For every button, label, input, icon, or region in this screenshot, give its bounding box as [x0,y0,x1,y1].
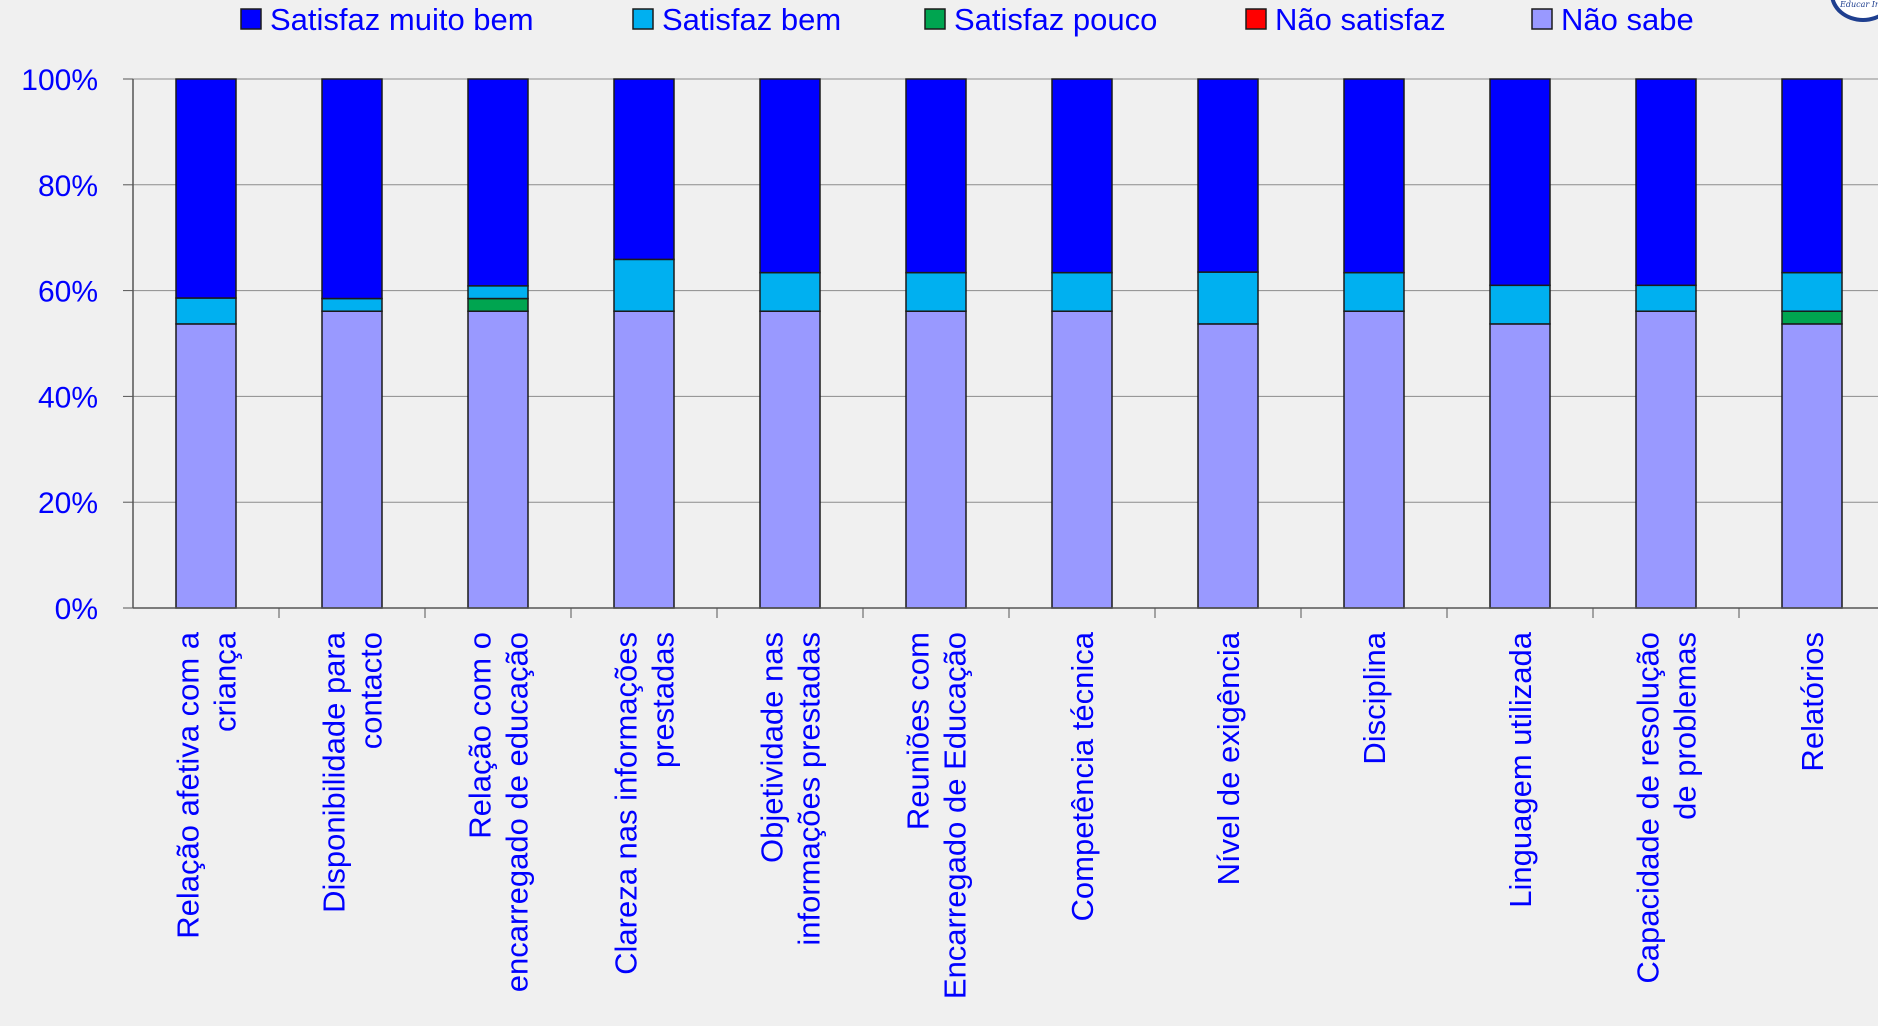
x-category-label: Competência técnica [1065,631,1100,921]
bar-segment-não-sabe [1051,310,1113,609]
x-category-labels: Relação afetiva com acriança Disponibilid… [171,631,1831,999]
bar-segment-satisfaz-bem [175,297,237,325]
x-category-label: Clareza nas informaçõesprestadas [609,632,681,975]
legend: Satisfaz muito bem Satisfaz bem Satisfaz p… [240,2,1694,37]
x-category-label: Capacidade de resoluçãode problemas [1631,632,1703,984]
bar-segment-satisfaz-muito-bem [175,78,237,299]
bar-segment-satisfaz-muito-bem [467,78,529,287]
bar-segment-satisfaz-muito-bem [1343,78,1405,274]
y-tick-label: 100% [21,64,98,97]
x-category-label: Disciplina [1357,631,1392,764]
y-tick-label: 60% [38,276,98,309]
bar-segment-não-sabe [321,310,383,609]
bar-segment-não-sabe [1489,323,1551,609]
bar-segment-satisfaz-bem [905,271,967,312]
y-tick-label: 0% [55,593,98,626]
legend-label: Satisfaz bem [662,2,841,37]
x-category-label: Reuniões comEncarregado de Educação [901,632,973,999]
axes [123,78,1878,618]
bar-segment-não-sabe [905,310,967,609]
bar-segment-satisfaz-muito-bem [613,78,675,261]
legend-label: Não sabe [1561,2,1694,37]
bar-segment-satisfaz-muito-bem [905,78,967,274]
legend-label: Não satisfaz [1275,2,1446,37]
bar-segment-satisfaz-muito-bem [1197,78,1259,273]
bar-segment-não-sabe [175,323,237,609]
bar-segment-satisfaz-bem [1635,284,1697,312]
legend-swatch [1531,8,1553,30]
bar-segment-satisfaz-bem [1051,271,1113,312]
bar-segment-satisfaz-bem [1197,271,1259,325]
bar-segment-satisfaz-muito-bem [1635,78,1697,287]
legend-swatch [1245,8,1267,30]
bar-segment-satisfaz-bem [1489,284,1551,325]
bar-segment-satisfaz-bem [467,285,529,300]
legend-label: Satisfaz muito bem [270,2,534,37]
bar-segment-não-sabe [1635,310,1697,609]
y-tick-label: 40% [38,381,98,414]
bar-segment-satisfaz-pouco [1781,310,1843,325]
bar-segment-satisfaz-bem [759,271,821,312]
x-category-label: Nível de exigência [1211,631,1246,885]
bar-segment-não-sabe [467,310,529,609]
legend-label: Satisfaz pouco [954,2,1157,37]
bar-segment-satisfaz-muito-bem [1051,78,1113,274]
y-tick-label: 80% [38,170,98,203]
bar-segment-satisfaz-bem [321,297,383,312]
bars [175,78,1843,609]
x-category-label: Disponibilidade paracontacto [317,631,389,913]
x-category-label: Linguagem utilizada [1503,631,1538,908]
bar-segment-satisfaz-muito-bem [1489,78,1551,287]
y-tick-label: 20% [38,487,98,520]
x-category-label: Relação com oencarregado de educação [463,632,535,992]
legend-swatch [240,8,262,30]
y-tick-labels: 0% 20% 40% 60% 80% 100% [21,64,98,626]
bar-segment-não-sabe [1781,323,1843,609]
x-category-label: Objetividade nasinformações prestadas [755,632,827,946]
bar-segment-satisfaz-muito-bem [321,78,383,300]
bar-segment-não-sabe [1197,323,1259,609]
gridlines [133,78,1878,503]
bar-segment-não-sabe [613,310,675,609]
legend-swatch [924,8,946,30]
bar-segment-satisfaz-muito-bem [759,78,821,274]
bar-segment-satisfaz-muito-bem [1781,78,1843,274]
x-category-label: Relatórios [1795,632,1830,772]
bar-segment-satisfaz-pouco [467,297,529,312]
bar-segment-não-sabe [759,310,821,609]
bar-segment-satisfaz-bem [1781,271,1843,312]
bar-segment-satisfaz-bem [1343,271,1405,312]
bar-segment-não-sabe [1343,310,1405,609]
legend-swatch [632,8,654,30]
x-category-label: Relação afetiva com acriança [171,631,243,938]
bar-segment-satisfaz-bem [613,258,675,312]
